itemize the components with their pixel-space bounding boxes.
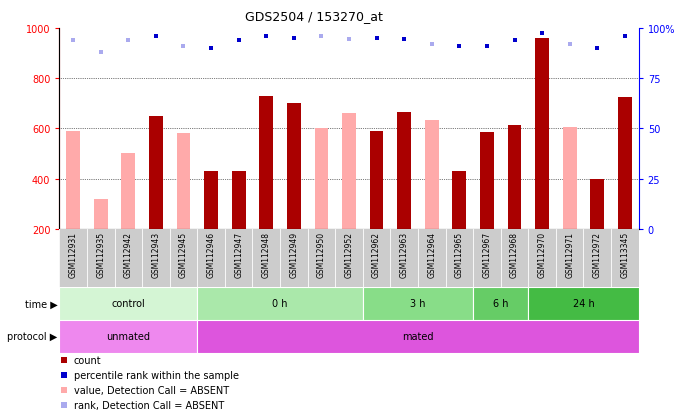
Text: percentile rank within the sample: percentile rank within the sample (73, 370, 239, 380)
Bar (59, 320, 198, 353)
Bar (59, 287, 198, 320)
Text: GSM112945: GSM112945 (179, 231, 188, 277)
Bar (342, 114, 356, 229)
Text: GSM112942: GSM112942 (124, 231, 133, 277)
Bar (198, 320, 639, 353)
Bar (198, 287, 363, 320)
Bar (232, 172, 246, 229)
Text: GSM112970: GSM112970 (537, 231, 547, 277)
Bar (563, 128, 577, 229)
Text: value, Detection Call = ABSENT: value, Detection Call = ABSENT (73, 386, 229, 396)
Text: GSM112946: GSM112946 (207, 231, 216, 277)
Text: GSM112931: GSM112931 (68, 231, 77, 277)
Bar (363, 287, 473, 320)
Bar (480, 133, 493, 229)
Bar (473, 287, 528, 320)
Bar (205, 172, 218, 229)
Text: GSM112952: GSM112952 (345, 231, 353, 277)
Text: time ▶: time ▶ (25, 299, 57, 309)
Text: GSM112963: GSM112963 (400, 231, 408, 277)
Text: 6 h: 6 h (493, 299, 508, 309)
Bar (66, 132, 80, 229)
Text: count: count (73, 356, 101, 366)
Bar (618, 98, 632, 229)
Text: GSM112964: GSM112964 (427, 231, 436, 277)
Bar (287, 104, 301, 229)
Text: rank, Detection Call = ABSENT: rank, Detection Call = ABSENT (73, 401, 224, 411)
Bar (452, 172, 466, 229)
Bar (315, 129, 328, 229)
Bar (507, 125, 521, 229)
Text: protocol ▶: protocol ▶ (7, 332, 57, 342)
Bar (260, 97, 273, 229)
Text: GSM112950: GSM112950 (317, 231, 326, 277)
Text: GSM113345: GSM113345 (621, 231, 630, 277)
Text: GSM112948: GSM112948 (262, 231, 271, 277)
Text: GSM112943: GSM112943 (151, 231, 161, 277)
Text: 0 h: 0 h (272, 299, 288, 309)
Text: GSM112968: GSM112968 (510, 231, 519, 277)
Text: GSM112935: GSM112935 (96, 231, 105, 277)
Text: control: control (112, 299, 145, 309)
Bar (121, 154, 135, 229)
Text: GSM112949: GSM112949 (290, 231, 298, 277)
Text: mated: mated (402, 332, 433, 342)
Text: 24 h: 24 h (572, 299, 595, 309)
Text: GSM112947: GSM112947 (234, 231, 243, 277)
Bar (177, 134, 191, 229)
Text: GSM112971: GSM112971 (565, 231, 574, 277)
Text: unmated: unmated (106, 332, 150, 342)
Text: GSM112967: GSM112967 (482, 231, 491, 277)
Bar (535, 39, 549, 229)
Bar (370, 132, 383, 229)
Text: 3 h: 3 h (410, 299, 426, 309)
Bar (149, 116, 163, 229)
Text: GSM112965: GSM112965 (455, 231, 464, 277)
Bar (94, 199, 107, 229)
Bar (397, 113, 411, 229)
Text: GSM112962: GSM112962 (372, 231, 381, 277)
Bar (528, 287, 639, 320)
Bar (591, 179, 604, 229)
Text: GDS2504 / 153270_at: GDS2504 / 153270_at (245, 10, 383, 23)
Text: GSM112972: GSM112972 (593, 231, 602, 277)
Bar (425, 120, 438, 229)
